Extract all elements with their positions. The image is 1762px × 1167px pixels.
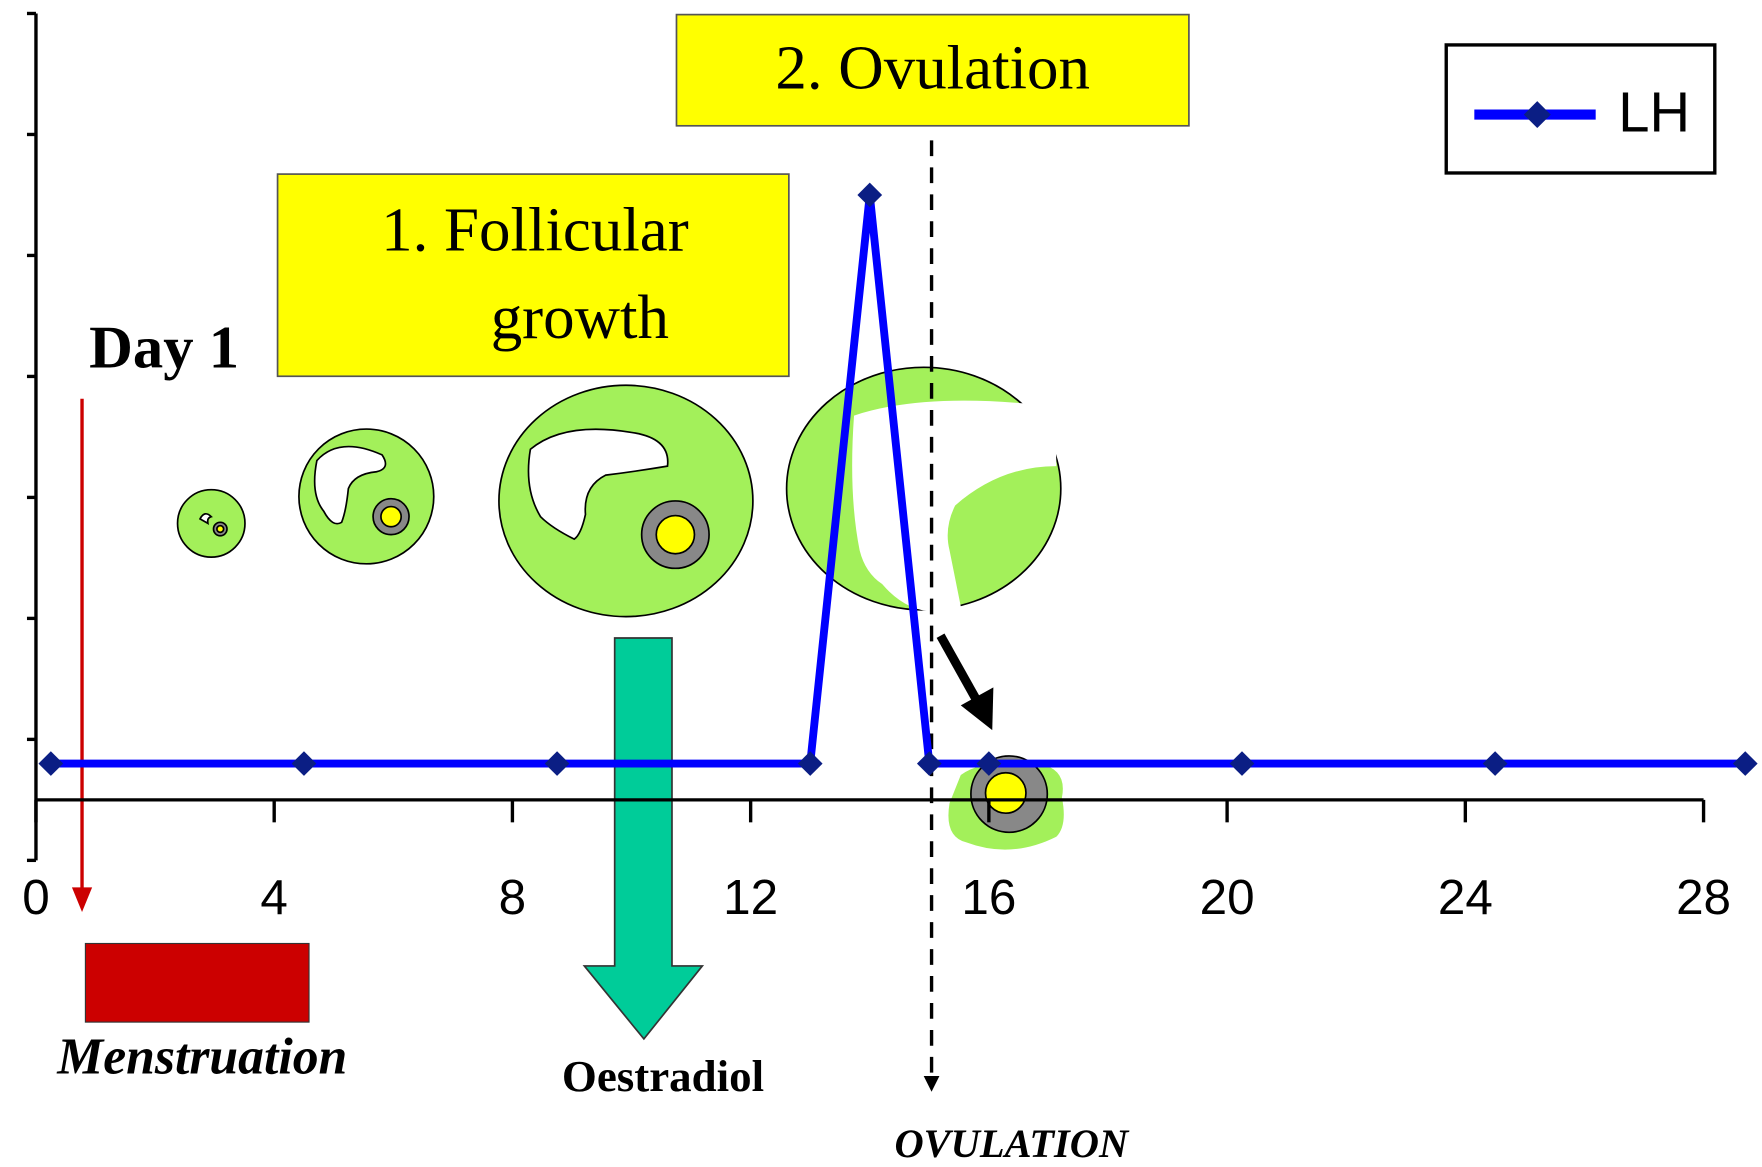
marker (857, 183, 882, 208)
marker (1483, 751, 1508, 776)
ovulation-label: OVULATION (894, 1121, 1130, 1166)
x-tick-label: 20 (1200, 870, 1255, 925)
x-tick-label: 12 (723, 870, 778, 925)
x-tick-label: 4 (260, 870, 288, 925)
marker (798, 751, 823, 776)
marker (38, 751, 63, 776)
x-tick-label: 28 (1676, 870, 1731, 925)
x-tick-label: 16 (961, 870, 1016, 925)
menstruation-bar (85, 943, 309, 1022)
day-label: Day 1 (89, 315, 239, 382)
oestradiol-arrow (584, 638, 702, 1039)
phase-label: growth (491, 282, 669, 352)
day-arrow-head (72, 887, 92, 912)
marker (545, 751, 570, 776)
release-arrow (941, 636, 978, 702)
marker (292, 751, 317, 776)
chart: 2. Ovulation 1. Follicular growth Day 1 … (0, 0, 1762, 1167)
x-tick-label: 0 (22, 870, 50, 925)
x-tick-label: 8 (499, 870, 527, 925)
marker (1230, 751, 1255, 776)
legend-label: LH (1618, 81, 1690, 144)
oestradiol-label: Oestradiol (562, 1051, 764, 1101)
phase-label: 2. Ovulation (775, 33, 1090, 103)
x-tick-label: 24 (1438, 870, 1493, 925)
marker (1733, 751, 1758, 776)
marker (917, 751, 942, 776)
menstruation-label: Menstruation (56, 1028, 347, 1085)
ovulation-line-head (924, 1076, 940, 1092)
phase-label: 1. Follicular (381, 194, 689, 264)
